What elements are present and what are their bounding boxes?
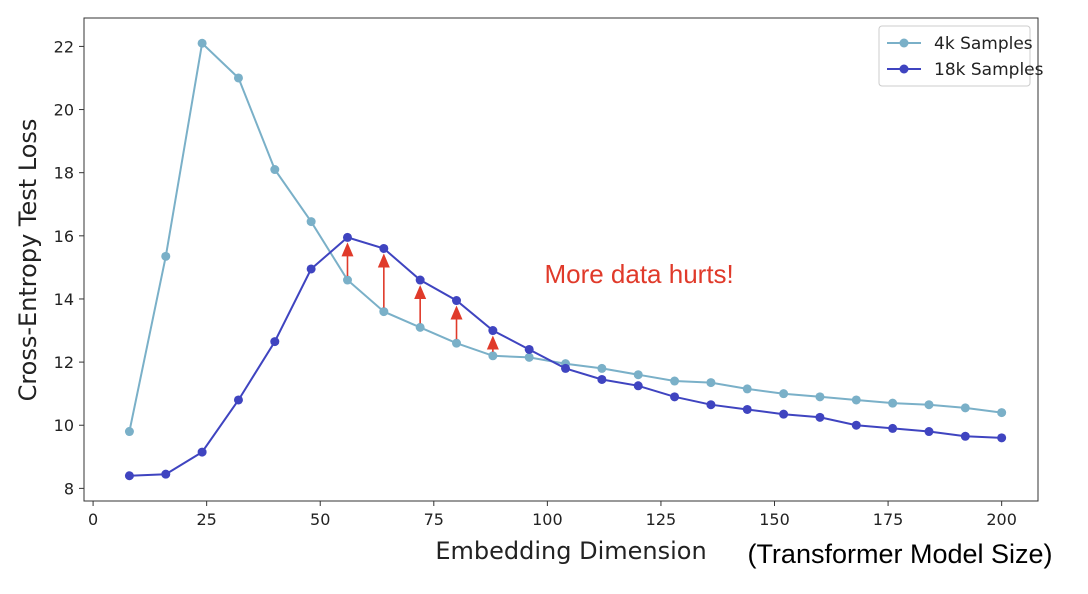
data-point-1 <box>124 471 134 481</box>
data-point-1 <box>161 469 171 479</box>
data-point-1 <box>197 447 207 457</box>
legend-label-18k: 18k Samples <box>934 60 1044 80</box>
data-point-0 <box>706 378 716 388</box>
data-point-1 <box>597 374 607 384</box>
data-point-0 <box>851 395 861 405</box>
data-point-1 <box>851 420 861 430</box>
legend-label-4k: 4k Samples <box>934 34 1033 54</box>
data-point-0 <box>379 307 389 317</box>
data-point-1 <box>415 275 425 285</box>
x-tick-label: 0 <box>88 510 98 529</box>
legend-marker-18k <box>899 64 909 74</box>
data-point-0 <box>452 338 462 348</box>
data-point-1 <box>815 412 825 422</box>
y-axis-title: Cross-Entropy Test Loss <box>14 119 42 402</box>
legend-box <box>878 25 1031 87</box>
y-tick-label: 16 <box>54 227 74 246</box>
plot-area <box>83 17 1039 502</box>
arrow-head <box>486 335 499 350</box>
x-axis-title: Embedding Dimension <box>435 537 706 565</box>
y-tick-label: 22 <box>54 37 74 56</box>
y-tick-label: 18 <box>54 164 74 183</box>
x-tick-label: 25 <box>196 510 216 529</box>
data-point-1 <box>306 264 316 274</box>
y-tick-label: 10 <box>54 416 74 435</box>
arrow-head <box>414 285 427 300</box>
data-point-0 <box>306 217 316 227</box>
data-point-0 <box>597 363 607 373</box>
arrow-head <box>341 242 354 257</box>
legend-marker-4k <box>899 38 909 48</box>
series-layer <box>124 38 1007 481</box>
x-tick-label: 175 <box>873 510 904 529</box>
arrow-head <box>450 305 463 320</box>
y-tick-label: 8 <box>64 479 74 498</box>
data-point-1 <box>997 433 1007 443</box>
x-tick-label: 100 <box>532 510 563 529</box>
data-point-1 <box>888 423 898 433</box>
data-point-0 <box>270 165 280 175</box>
data-point-1 <box>779 409 789 419</box>
data-point-1 <box>379 243 389 253</box>
data-point-1 <box>233 395 243 405</box>
data-point-0 <box>888 398 898 408</box>
data-point-0 <box>670 376 680 386</box>
data-point-1 <box>342 232 352 242</box>
data-point-0 <box>924 400 934 410</box>
data-point-1 <box>524 344 534 354</box>
data-point-0 <box>633 370 643 380</box>
data-point-0 <box>997 408 1007 418</box>
x-tick-label: 75 <box>424 510 444 529</box>
x-tick-label: 150 <box>759 510 790 529</box>
y-tick-label: 12 <box>54 353 74 372</box>
data-point-1 <box>452 296 462 306</box>
data-point-1 <box>488 326 498 336</box>
data-point-1 <box>633 381 643 391</box>
data-point-1 <box>924 427 934 437</box>
data-point-1 <box>960 431 970 441</box>
axis-ticks: 0 25 50 75 100 125 150 175 200 8 10 12 14 16 18 20 22 <box>54 37 1017 529</box>
data-point-0 <box>415 322 425 332</box>
data-point-0 <box>233 73 243 83</box>
y-tick-label: 20 <box>54 101 74 120</box>
data-point-0 <box>161 251 171 261</box>
data-point-0 <box>342 275 352 285</box>
x-axis-subtitle: (Transformer Model Size) <box>747 539 1052 569</box>
data-point-1 <box>670 392 680 402</box>
data-point-0 <box>960 403 970 413</box>
x-tick-label: 200 <box>986 510 1017 529</box>
data-point-0 <box>779 389 789 399</box>
data-point-1 <box>561 363 571 373</box>
annotation-text: More data hurts! <box>544 259 733 289</box>
data-point-0 <box>815 392 825 402</box>
data-point-0 <box>197 38 207 48</box>
data-point-1 <box>742 404 752 414</box>
data-point-0 <box>524 352 534 362</box>
data-point-0 <box>742 384 752 394</box>
arrow-layer <box>341 242 499 352</box>
y-tick-label: 14 <box>54 290 74 309</box>
x-tick-label: 50 <box>310 510 330 529</box>
series-line-0 <box>128 41 1002 432</box>
data-point-1 <box>706 400 716 410</box>
data-point-0 <box>124 427 134 437</box>
data-point-0 <box>488 351 498 361</box>
x-tick-label: 125 <box>646 510 677 529</box>
data-point-1 <box>270 337 280 347</box>
legend: 4k Samples 18k Samples <box>878 25 1044 87</box>
arrow-head <box>377 253 390 268</box>
